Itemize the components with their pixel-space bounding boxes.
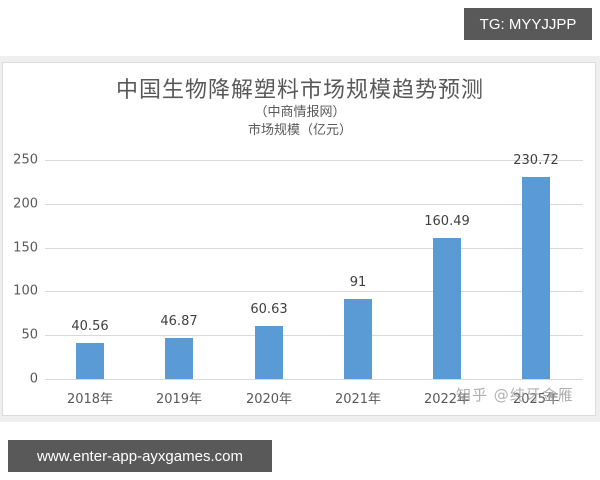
y-axis-tick-label: 250 — [13, 152, 38, 168]
tg-watermark-badge: TG: MYYJJPP — [464, 8, 592, 40]
x-axis-category-label: 2021年 — [334, 392, 382, 407]
bar — [344, 299, 372, 379]
x-axis-category-label: 2018年 — [66, 392, 114, 407]
gridline — [45, 160, 583, 161]
gridline — [45, 204, 583, 205]
bar-value-label: 40.56 — [71, 319, 109, 334]
site-url-badge: www.enter-app-ayxgames.com — [8, 440, 272, 472]
bar — [433, 238, 461, 379]
bar-value-label: 46.87 — [160, 314, 198, 329]
bar — [255, 326, 283, 379]
bar — [76, 343, 104, 379]
x-axis-category-label: 2020年 — [245, 392, 293, 407]
chart-subtitle-unit: 市场规模（亿元） — [247, 123, 352, 138]
bar-value-label: 91 — [349, 275, 367, 290]
x-axis-category-label: 2022年 — [423, 392, 471, 407]
bar-value-label: 160.49 — [424, 214, 470, 229]
y-axis-tick-label: 200 — [13, 196, 38, 212]
bar-value-label: 60.63 — [250, 302, 288, 317]
zhihu-watermark: 知乎 @纯牙金雁 — [456, 386, 574, 404]
y-axis-tick-label: 150 — [13, 240, 38, 256]
bar — [165, 338, 193, 379]
bar-value-label: 230.72 — [513, 153, 559, 168]
y-axis-tick-label: 50 — [21, 327, 38, 343]
x-axis-category-label: 2019年 — [155, 392, 203, 407]
x-axis-category-label: 2025年 — [512, 392, 560, 407]
gridline — [45, 248, 583, 249]
chart-title: 中国生物降解塑料市场规模趋势预测 — [115, 78, 484, 103]
gridline — [45, 379, 583, 380]
gridline — [45, 291, 583, 292]
chart-subtitle-source: （中商情报网） — [254, 105, 346, 120]
bar — [522, 177, 550, 379]
gridline — [45, 335, 583, 336]
y-axis-tick-label: 100 — [13, 283, 38, 299]
y-axis-tick-label: 0 — [29, 371, 38, 387]
